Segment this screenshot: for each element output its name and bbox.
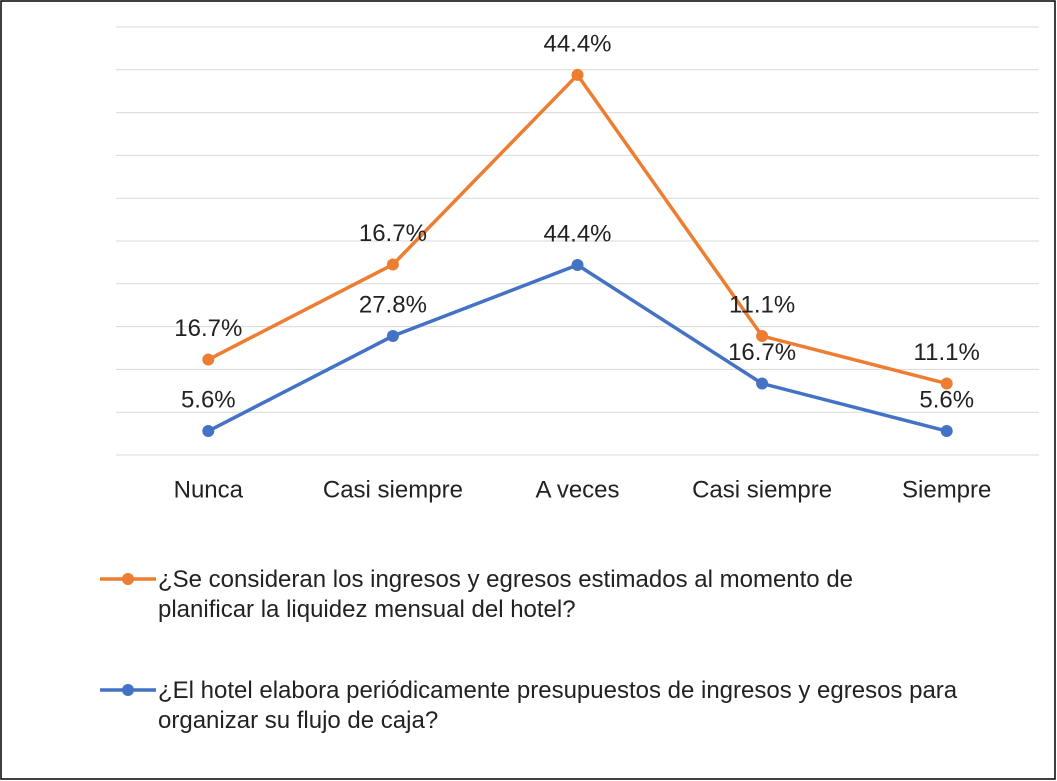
legend-marker [122,573,134,585]
data-point [756,377,769,390]
data-point [571,68,584,81]
legend-label: ¿Se consideran los ingresos y egresos es… [158,566,854,623]
data-point [756,330,769,343]
data-label: 5.6% [919,386,974,413]
data-point [940,425,953,438]
data-point [202,353,215,366]
data-point [202,425,215,438]
data-label: 16.7% [174,315,242,342]
data-label: 11.1% [729,291,795,318]
x-tick-label: Siempre [902,476,991,503]
data-point [386,330,399,343]
data-label: 27.8% [359,291,427,318]
data-label: 44.4% [543,220,611,247]
x-tick-label: Casi siempre [323,476,463,503]
x-tick-label: Nunca [174,476,244,503]
data-label: 5.6% [181,386,236,413]
data-label: 16.7% [359,220,427,247]
legend-marker [122,684,134,696]
x-tick-label: Casi siempre [692,476,832,503]
data-point [940,377,953,390]
legend-label: ¿El hotel elabora periódicamente presupu… [158,677,958,734]
data-label: 11.1% [914,339,980,366]
data-point [386,258,399,271]
data-point [571,258,584,271]
data-label: 44.4% [543,30,611,57]
x-tick-label: A veces [535,476,619,503]
